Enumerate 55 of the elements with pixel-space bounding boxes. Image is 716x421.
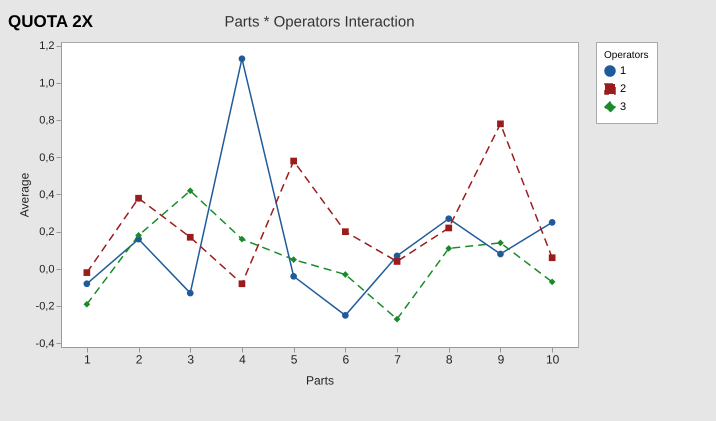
point bbox=[135, 194, 142, 202]
chart-title: Parts * Operators Interaction bbox=[224, 14, 415, 31]
x-tick-label: 10 bbox=[546, 352, 560, 366]
point bbox=[548, 219, 556, 226]
point bbox=[290, 158, 298, 164]
point bbox=[238, 280, 246, 288]
point bbox=[342, 271, 349, 278]
point bbox=[186, 290, 194, 296]
point bbox=[290, 272, 298, 280]
point bbox=[135, 232, 142, 239]
x-tick-label: 4 bbox=[239, 352, 246, 366]
point bbox=[394, 316, 400, 322]
point bbox=[238, 236, 246, 242]
point bbox=[445, 224, 452, 232]
y-tick-label: 0,8 bbox=[39, 114, 54, 127]
y-tick-label: 0,6 bbox=[39, 152, 54, 164]
point bbox=[445, 245, 452, 252]
y-tick-label: -0,2 bbox=[36, 300, 54, 313]
y-tick-label: 1,2 bbox=[39, 40, 54, 52]
x-tick-label: 9 bbox=[498, 352, 505, 366]
point bbox=[83, 269, 90, 276]
x-tick-label: 7 bbox=[394, 352, 402, 366]
x-tick-label: 3 bbox=[187, 352, 194, 366]
legend-label: 3 bbox=[620, 101, 626, 113]
x-axis-title: Parts bbox=[306, 374, 334, 388]
y-tick-label: -0,4 bbox=[36, 338, 54, 350]
text: QUOTA 2X bbox=[8, 12, 94, 32]
legend-label: 2 bbox=[620, 83, 626, 95]
y-tick-label: 0,0 bbox=[39, 263, 54, 276]
point bbox=[548, 254, 556, 262]
x-tick-label: 8 bbox=[446, 352, 453, 366]
legend-label: 1 bbox=[620, 65, 626, 77]
point bbox=[83, 280, 90, 288]
x-tick-label: 6 bbox=[342, 352, 350, 366]
y-axis-title: Average bbox=[18, 172, 32, 218]
point bbox=[342, 228, 349, 236]
legend-title: Operators bbox=[604, 50, 648, 61]
point bbox=[497, 240, 504, 246]
point bbox=[497, 250, 504, 258]
point bbox=[238, 55, 246, 62]
point bbox=[83, 300, 90, 308]
y-tick-label: 0,4 bbox=[39, 189, 54, 201]
point bbox=[497, 120, 504, 128]
x-tick-label: 5 bbox=[290, 352, 298, 366]
point bbox=[445, 215, 452, 222]
point bbox=[342, 312, 349, 319]
y-tick-label: 1,0 bbox=[39, 77, 54, 90]
y-tick-label: 0,2 bbox=[39, 226, 54, 238]
x-tick-label: 2 bbox=[136, 352, 143, 366]
point bbox=[548, 278, 556, 286]
point bbox=[186, 187, 194, 194]
point bbox=[290, 256, 298, 263]
point bbox=[394, 258, 400, 265]
point bbox=[186, 234, 194, 241]
x-tick-label: 1 bbox=[84, 352, 92, 366]
